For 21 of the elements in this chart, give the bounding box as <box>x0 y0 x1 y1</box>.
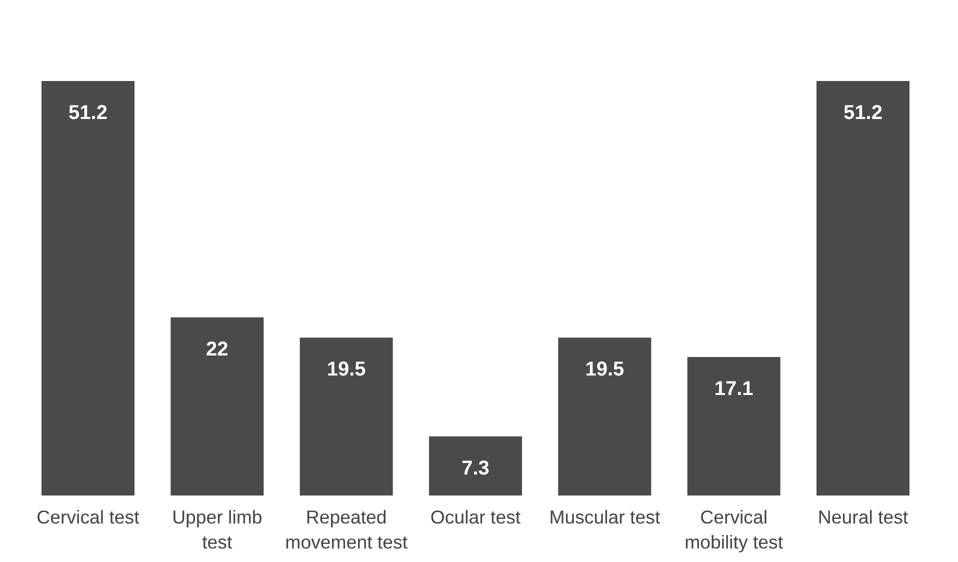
bar <box>816 80 910 496</box>
data-label: 51.2 <box>68 102 108 124</box>
x-tick-label: Ocular test <box>430 506 522 528</box>
bar <box>558 338 652 496</box>
x-tick-label: Muscular test <box>549 506 661 528</box>
x-tick-label: Upper limb test <box>172 506 262 553</box>
bar <box>687 357 780 496</box>
x-tick-label: Neural test <box>818 506 909 528</box>
x-tick-label: Repeated movement test <box>285 506 408 553</box>
data-label: 22 <box>206 338 228 360</box>
x-tick-label: Cervical mobility test <box>684 506 784 553</box>
bar <box>429 436 522 496</box>
bar <box>300 338 393 496</box>
bar <box>42 80 134 496</box>
data-label: 17.1 <box>714 378 754 400</box>
data-label: 7.3 <box>462 457 490 480</box>
data-label: 19.5 <box>585 358 624 381</box>
data-label: 19.5 <box>326 358 366 381</box>
data-label: 51.2 <box>844 102 882 124</box>
x-tick-label: Cervical test <box>36 506 140 528</box>
bar <box>170 317 264 496</box>
